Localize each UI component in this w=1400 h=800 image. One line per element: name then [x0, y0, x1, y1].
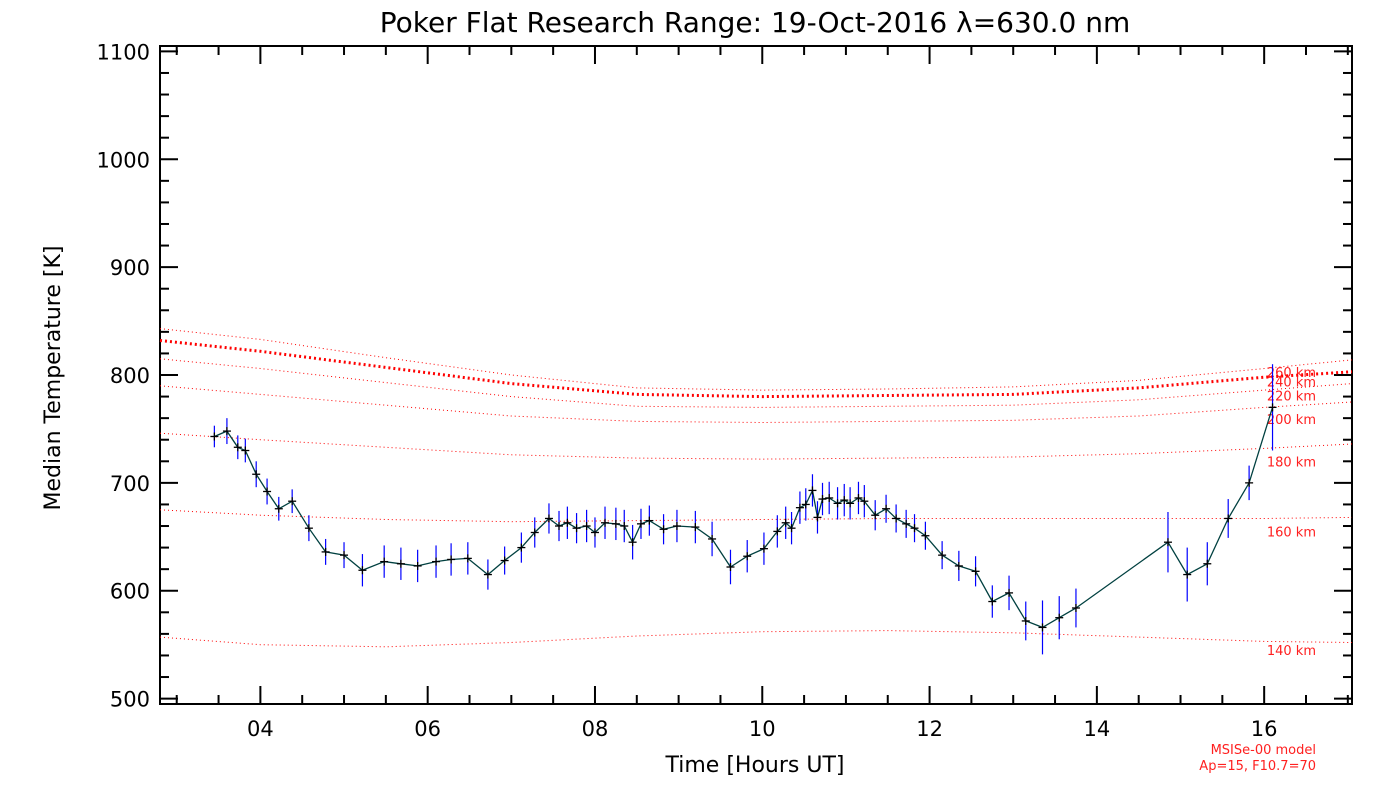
y-tick-label: 600 [110, 580, 150, 604]
model-curve [159, 630, 1353, 648]
model-curve [159, 339, 1353, 399]
model-note-line-1: MSISe-00 model [1211, 743, 1316, 758]
model-curve-label: 220 km [1267, 389, 1316, 404]
y-tick-label: 1100 [97, 40, 150, 64]
x-tick-label: 04 [247, 717, 274, 741]
y-tick-label: 900 [110, 256, 150, 280]
model-curve-label: 260 km [1267, 366, 1316, 381]
model-curve-label: 140 km [1267, 644, 1316, 659]
model-curve [159, 328, 1353, 391]
x-tick-label: 12 [916, 717, 943, 741]
x-tick-label: 08 [582, 717, 609, 741]
data-series [210, 364, 1277, 655]
model-curve [159, 432, 1353, 460]
plot-frame [159, 45, 1353, 705]
y-tick-label: 800 [110, 364, 150, 388]
model-curve [159, 509, 1353, 523]
model-curve-label: 180 km [1267, 455, 1316, 470]
model-curve-label: 160 km [1267, 525, 1316, 540]
chart-title: Poker Flat Research Range: 19-Oct-2016 λ… [380, 6, 1131, 39]
y-tick-label: 1000 [97, 148, 150, 172]
x-tick-label: 16 [1251, 717, 1278, 741]
x-tick-label: 06 [414, 717, 441, 741]
model-curve-label: 240 km [1267, 375, 1316, 390]
y-axis-label: Median Temperature [K] [41, 246, 66, 511]
x-axis-label: Time [Hours UT] [665, 753, 845, 778]
model-curve [159, 358, 1353, 408]
model-curve-label: 200 km [1267, 413, 1316, 428]
model-note-line-2: Ap=15, F10.7=70 [1199, 759, 1316, 774]
x-tick-label: 14 [1084, 717, 1111, 741]
model-curve [159, 385, 1353, 424]
y-tick-label: 700 [110, 472, 150, 496]
ticks: 500 600 700 800 900 1000 1100 04 06 08 10 12 14 16 [97, 40, 1352, 741]
axes [159, 45, 1353, 705]
temperature-line [214, 407, 1274, 629]
y-tick-label: 500 [110, 688, 150, 712]
x-tick-label: 10 [749, 717, 776, 741]
